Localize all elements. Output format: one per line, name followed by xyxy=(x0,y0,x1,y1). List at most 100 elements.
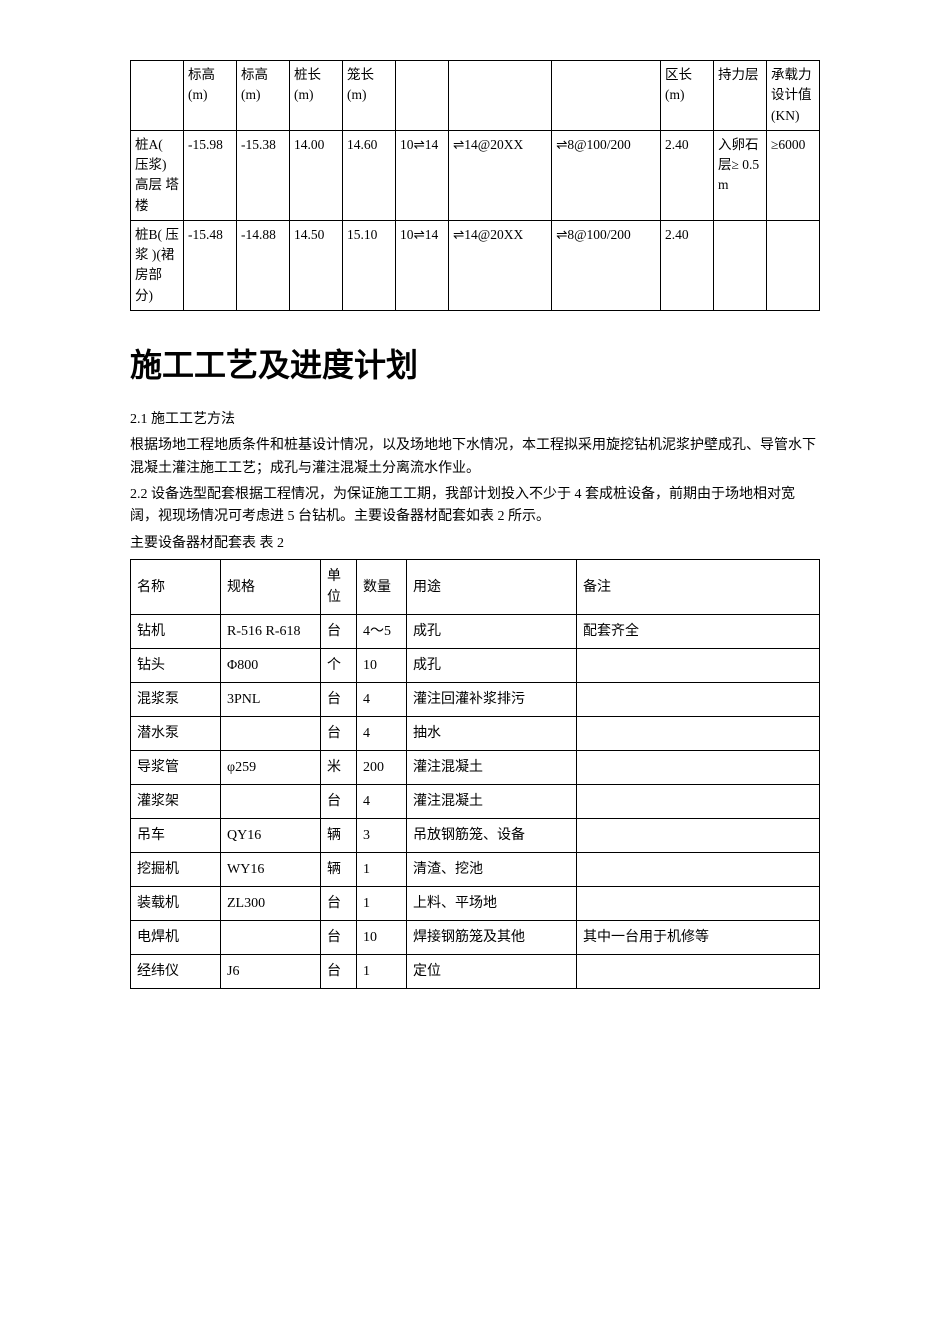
cell: 钻头 xyxy=(131,649,221,683)
paragraph: 根据场地工程地质条件和桩基设计情况，以及场地地下水情况，本工程拟采用旋挖钻机泥浆… xyxy=(130,435,820,480)
cell xyxy=(577,683,820,717)
cell xyxy=(577,853,820,887)
col-header: 名称 xyxy=(131,560,221,615)
cell: 台 xyxy=(321,615,357,649)
cell xyxy=(221,717,321,751)
cell: φ259 xyxy=(221,751,321,785)
cell: 混浆泵 xyxy=(131,683,221,717)
col-header: 承载力设计值(KN) xyxy=(767,61,820,131)
cell: 1 xyxy=(357,955,407,989)
cell: 4～5 xyxy=(357,615,407,649)
cell: QY16 xyxy=(221,819,321,853)
cell: 2.40 xyxy=(661,130,714,220)
cell: 1 xyxy=(357,887,407,921)
cell: ⇌14@20XX xyxy=(449,220,552,310)
cell: 灌注回灌补浆排污 xyxy=(407,683,577,717)
cell: 灌浆架 xyxy=(131,785,221,819)
cell: 台 xyxy=(321,887,357,921)
pile-spec-table: 标高(m) 标高(m) 桩长(m) 笼长(m) 区长(m) 持力层 承载力设计值… xyxy=(130,60,820,311)
table-row: 潜水泵 台4抽水 xyxy=(131,717,820,751)
cell: 个 xyxy=(321,649,357,683)
cell: 入卵石层≥ 0.5m xyxy=(714,130,767,220)
cell: R-516 R-618 xyxy=(221,615,321,649)
col-header: 数量 xyxy=(357,560,407,615)
cell: 成孔 xyxy=(407,649,577,683)
cell: 辆 xyxy=(321,819,357,853)
cell: 10 xyxy=(357,921,407,955)
cell: 10 xyxy=(357,649,407,683)
cell: WY16 xyxy=(221,853,321,887)
cell: 4 xyxy=(357,785,407,819)
table-header-row: 名称 规格 单位 数量 用途 备注 xyxy=(131,560,820,615)
cell: 桩A( 压浆)高层 塔楼 xyxy=(131,130,184,220)
cell xyxy=(767,220,820,310)
cell: 灌注混凝土 xyxy=(407,751,577,785)
cell xyxy=(221,921,321,955)
cell xyxy=(577,887,820,921)
cell: 成孔 xyxy=(407,615,577,649)
cell: 上料、平场地 xyxy=(407,887,577,921)
cell: 14.60 xyxy=(343,130,396,220)
cell: 导浆管 xyxy=(131,751,221,785)
cell: 钻机 xyxy=(131,615,221,649)
table-row: 钻机R-516 R-618台4～5成孔配套齐全 xyxy=(131,615,820,649)
cell: 其中一台用于机修等 xyxy=(577,921,820,955)
cell xyxy=(577,785,820,819)
col-header: 标高(m) xyxy=(184,61,237,131)
table-row: 钻头Φ800个10成孔 xyxy=(131,649,820,683)
cell: 吊放钢筋笼、设备 xyxy=(407,819,577,853)
cell: 台 xyxy=(321,785,357,819)
col-header: 桩长(m) xyxy=(290,61,343,131)
cell: 3PNL xyxy=(221,683,321,717)
col-header xyxy=(131,61,184,131)
cell: 台 xyxy=(321,683,357,717)
table-row: 挖掘机WY16辆1清渣、挖池 xyxy=(131,853,820,887)
cell: ZL300 xyxy=(221,887,321,921)
table-row: 吊车QY16辆3吊放钢筋笼、设备 xyxy=(131,819,820,853)
cell: 清渣、挖池 xyxy=(407,853,577,887)
cell xyxy=(714,220,767,310)
cell: 焊接钢筋笼及其他 xyxy=(407,921,577,955)
cell xyxy=(577,751,820,785)
cell: 3 xyxy=(357,819,407,853)
cell: Φ800 xyxy=(221,649,321,683)
table-row: 装载机ZL300台1上料、平场地 xyxy=(131,887,820,921)
col-header: 区长(m) xyxy=(661,61,714,131)
table-row: 桩A( 压浆)高层 塔楼 -15.98 -15.38 14.00 14.60 1… xyxy=(131,130,820,220)
cell xyxy=(577,649,820,683)
table-row: 混浆泵3PNL台4灌注回灌补浆排污 xyxy=(131,683,820,717)
section-heading: 施工工艺及进度计划 xyxy=(130,341,820,389)
cell: 4 xyxy=(357,683,407,717)
col-header: 备注 xyxy=(577,560,820,615)
cell: ⇌14@20XX xyxy=(449,130,552,220)
cell: 台 xyxy=(321,717,357,751)
cell: -15.98 xyxy=(184,130,237,220)
cell: 潜水泵 xyxy=(131,717,221,751)
cell xyxy=(221,785,321,819)
col-header: 单位 xyxy=(321,560,357,615)
cell xyxy=(577,717,820,751)
table-header-row: 标高(m) 标高(m) 桩长(m) 笼长(m) 区长(m) 持力层 承载力设计值… xyxy=(131,61,820,131)
col-header xyxy=(552,61,661,131)
cell: -15.48 xyxy=(184,220,237,310)
cell: ⇌8@100/200 xyxy=(552,220,661,310)
cell: 抽水 xyxy=(407,717,577,751)
cell xyxy=(577,819,820,853)
cell: 4 xyxy=(357,717,407,751)
col-header xyxy=(449,61,552,131)
table-row: 经纬仪J6台1定位 xyxy=(131,955,820,989)
equipment-table: 名称 规格 单位 数量 用途 备注 钻机R-516 R-618台4～5成孔配套齐… xyxy=(130,559,820,989)
cell: ⇌8@100/200 xyxy=(552,130,661,220)
cell: 2.40 xyxy=(661,220,714,310)
col-header xyxy=(396,61,449,131)
cell: 装载机 xyxy=(131,887,221,921)
cell: J6 xyxy=(221,955,321,989)
cell: 1 xyxy=(357,853,407,887)
col-header: 规格 xyxy=(221,560,321,615)
cell: 15.10 xyxy=(343,220,396,310)
col-header: 标高(m) xyxy=(237,61,290,131)
cell: 吊车 xyxy=(131,819,221,853)
cell: 辆 xyxy=(321,853,357,887)
paragraph: 2.2 设备选型配套根据工程情况，为保证施工工期，我部计划投入不少于 4 套成桩… xyxy=(130,484,820,529)
cell: 定位 xyxy=(407,955,577,989)
